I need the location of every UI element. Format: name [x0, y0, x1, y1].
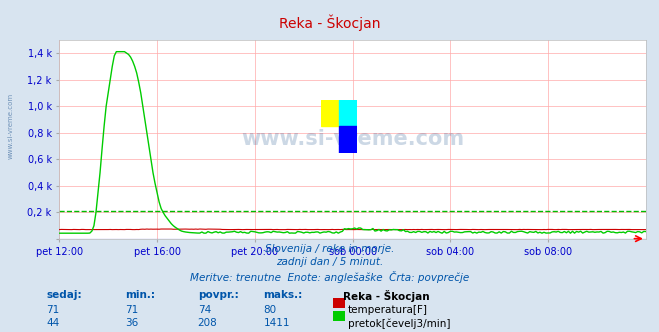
Bar: [339, 126, 357, 153]
Bar: [321, 100, 339, 126]
Text: maks.:: maks.:: [264, 290, 303, 300]
Text: povpr.:: povpr.:: [198, 290, 239, 300]
Text: 44: 44: [46, 318, 59, 328]
Text: www.si-vreme.com: www.si-vreme.com: [241, 129, 464, 149]
Text: 71: 71: [125, 305, 138, 315]
Text: 208: 208: [198, 318, 217, 328]
Text: 80: 80: [264, 305, 277, 315]
Text: sedaj:: sedaj:: [46, 290, 82, 300]
Text: 74: 74: [198, 305, 211, 315]
Text: Reka - Škocjan: Reka - Škocjan: [343, 290, 429, 302]
Text: pretok[čevelj3/min]: pretok[čevelj3/min]: [348, 318, 451, 329]
Text: www.si-vreme.com: www.si-vreme.com: [8, 93, 14, 159]
Text: 1411: 1411: [264, 318, 290, 328]
Text: Slovenija / reke in morje.: Slovenija / reke in morje.: [265, 244, 394, 254]
Bar: [339, 100, 357, 126]
Text: 36: 36: [125, 318, 138, 328]
Text: temperatura[F]: temperatura[F]: [348, 305, 428, 315]
Text: 71: 71: [46, 305, 59, 315]
Text: zadnji dan / 5 minut.: zadnji dan / 5 minut.: [276, 257, 383, 267]
Text: Meritve: trenutne  Enote: anglešaške  Črta: povprečje: Meritve: trenutne Enote: anglešaške Črta…: [190, 271, 469, 283]
Text: Reka - Škocjan: Reka - Škocjan: [279, 15, 380, 32]
Text: min.:: min.:: [125, 290, 156, 300]
